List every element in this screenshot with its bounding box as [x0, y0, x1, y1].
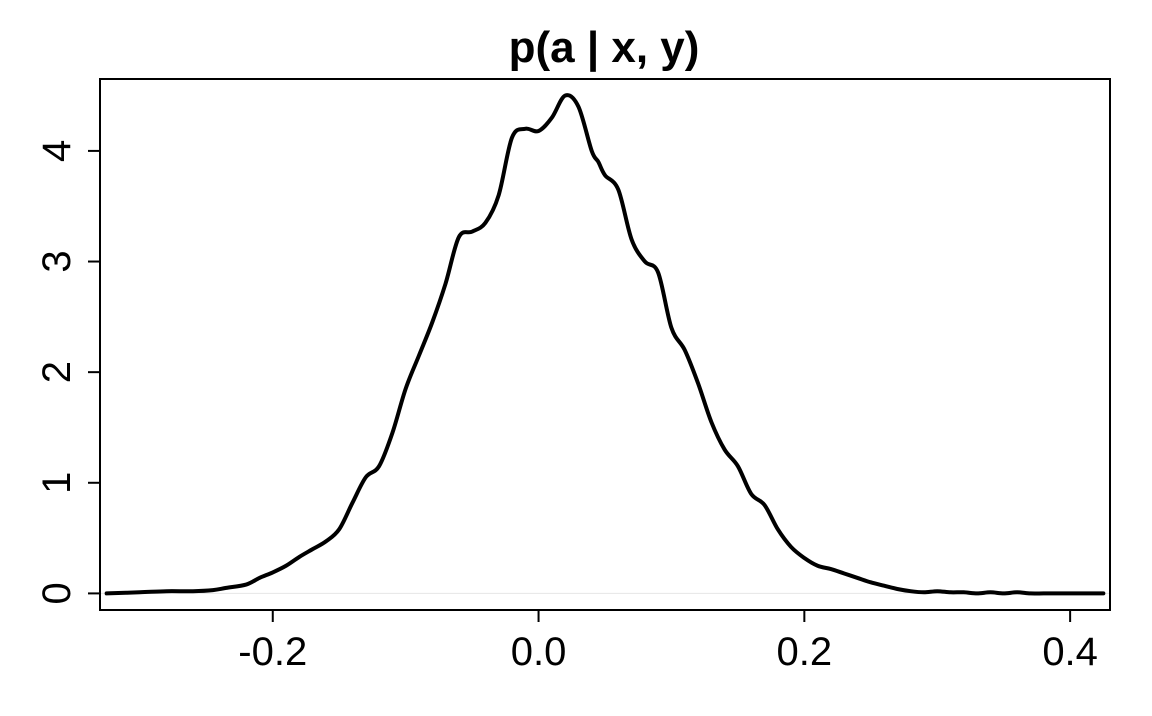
y-axis: 0 1 2 3 4 — [35, 140, 100, 605]
y-tick-label: 4 — [35, 140, 79, 162]
y-tick-label: 1 — [35, 472, 79, 494]
x-tick-label: 0.0 — [511, 630, 567, 674]
x-axis: -0.2 0.0 0.2 0.4 — [238, 610, 1098, 674]
y-tick-label: 3 — [35, 250, 79, 272]
y-tick-label: 2 — [35, 361, 79, 383]
y-tick-label: 0 — [35, 582, 79, 604]
plot-frame — [99, 78, 1111, 611]
density-curve — [104, 93, 1106, 596]
chart-title: p(a | x, y) — [509, 23, 700, 73]
x-tick-label: 0.4 — [1042, 630, 1098, 674]
x-tick-label: -0.2 — [238, 630, 307, 674]
x-tick-label: 0.2 — [777, 630, 833, 674]
